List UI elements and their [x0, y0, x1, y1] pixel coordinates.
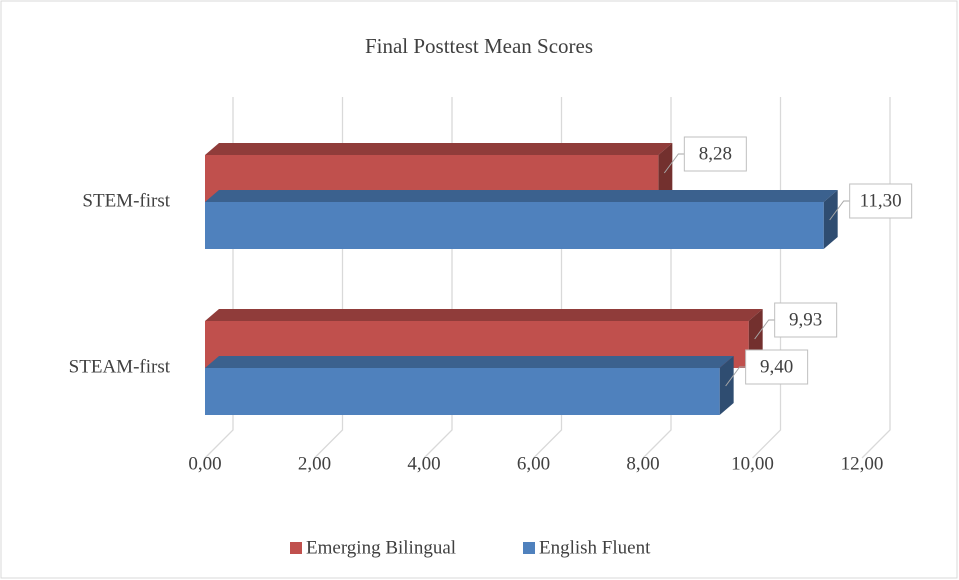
value-label: 8,28 [699, 143, 732, 164]
x-tick-label: 2,00 [298, 453, 331, 474]
label-leader [754, 319, 775, 340]
bar-side [823, 190, 838, 249]
x-tick-label: 4,00 [407, 453, 440, 474]
bar-top [205, 309, 763, 321]
label-leader [829, 200, 850, 221]
x-tick-label: 10,00 [731, 453, 774, 474]
value-label: 9,93 [789, 309, 822, 330]
bar-top [205, 356, 734, 368]
bar-top [205, 143, 673, 155]
label-leader [725, 366, 746, 387]
y-tick-label: STEM-first [82, 190, 170, 211]
x-tick-label: 0,00 [188, 453, 221, 474]
legend-label: Emerging Bilingual [306, 537, 456, 558]
value-label-box [774, 302, 838, 338]
value-label-box [849, 183, 913, 219]
value-label-box [745, 349, 809, 385]
legend-swatch [523, 542, 535, 554]
legend-label: English Fluent [539, 537, 651, 558]
x-tick-label: 6,00 [517, 453, 550, 474]
x-tick-label: 12,00 [841, 453, 884, 474]
value-label-box [683, 136, 747, 172]
value-label: 9,40 [760, 356, 793, 377]
x-tick-label: 8,00 [626, 453, 659, 474]
label-leader [663, 153, 685, 174]
legend-swatch [290, 542, 302, 554]
bar-top [205, 190, 838, 202]
bar [205, 202, 824, 249]
bar-side [719, 356, 734, 415]
chart-title: Final Posttest Mean Scores [365, 34, 593, 58]
bar [205, 368, 720, 415]
y-tick-label: STEAM-first [69, 356, 171, 377]
bar-side [658, 143, 673, 202]
value-label: 11,30 [860, 190, 902, 211]
